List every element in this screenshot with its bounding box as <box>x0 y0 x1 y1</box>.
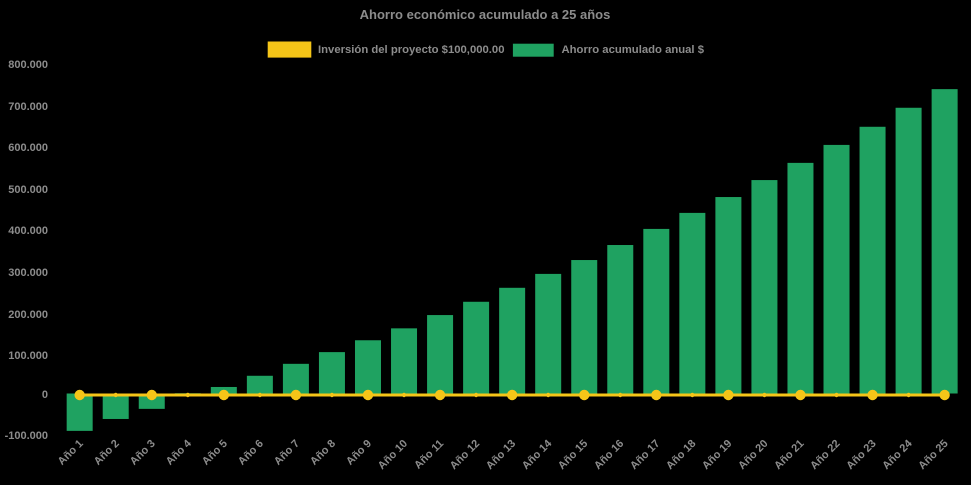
svg-text:500.000: 500.000 <box>8 184 48 196</box>
svg-text:800.000: 800.000 <box>8 59 48 71</box>
svg-text:200.000: 200.000 <box>8 309 48 321</box>
svg-text:Ahorro acumulado anual $: Ahorro acumulado anual $ <box>562 44 705 56</box>
svg-text:0: 0 <box>42 389 48 401</box>
svg-text:-100.000: -100.000 <box>5 430 48 442</box>
svg-text:100.000: 100.000 <box>8 350 48 362</box>
svg-text:Ahorro económico acumulado a 2: Ahorro económico acumulado a 25 años <box>360 7 611 22</box>
svg-text:700.000: 700.000 <box>8 101 48 113</box>
svg-text:400.000: 400.000 <box>8 225 48 237</box>
svg-text:Inversión del proyecto $100,00: Inversión del proyecto $100,000.00 <box>318 44 505 56</box>
svg-text:300.000: 300.000 <box>8 267 48 279</box>
svg-text:600.000: 600.000 <box>8 142 48 154</box>
